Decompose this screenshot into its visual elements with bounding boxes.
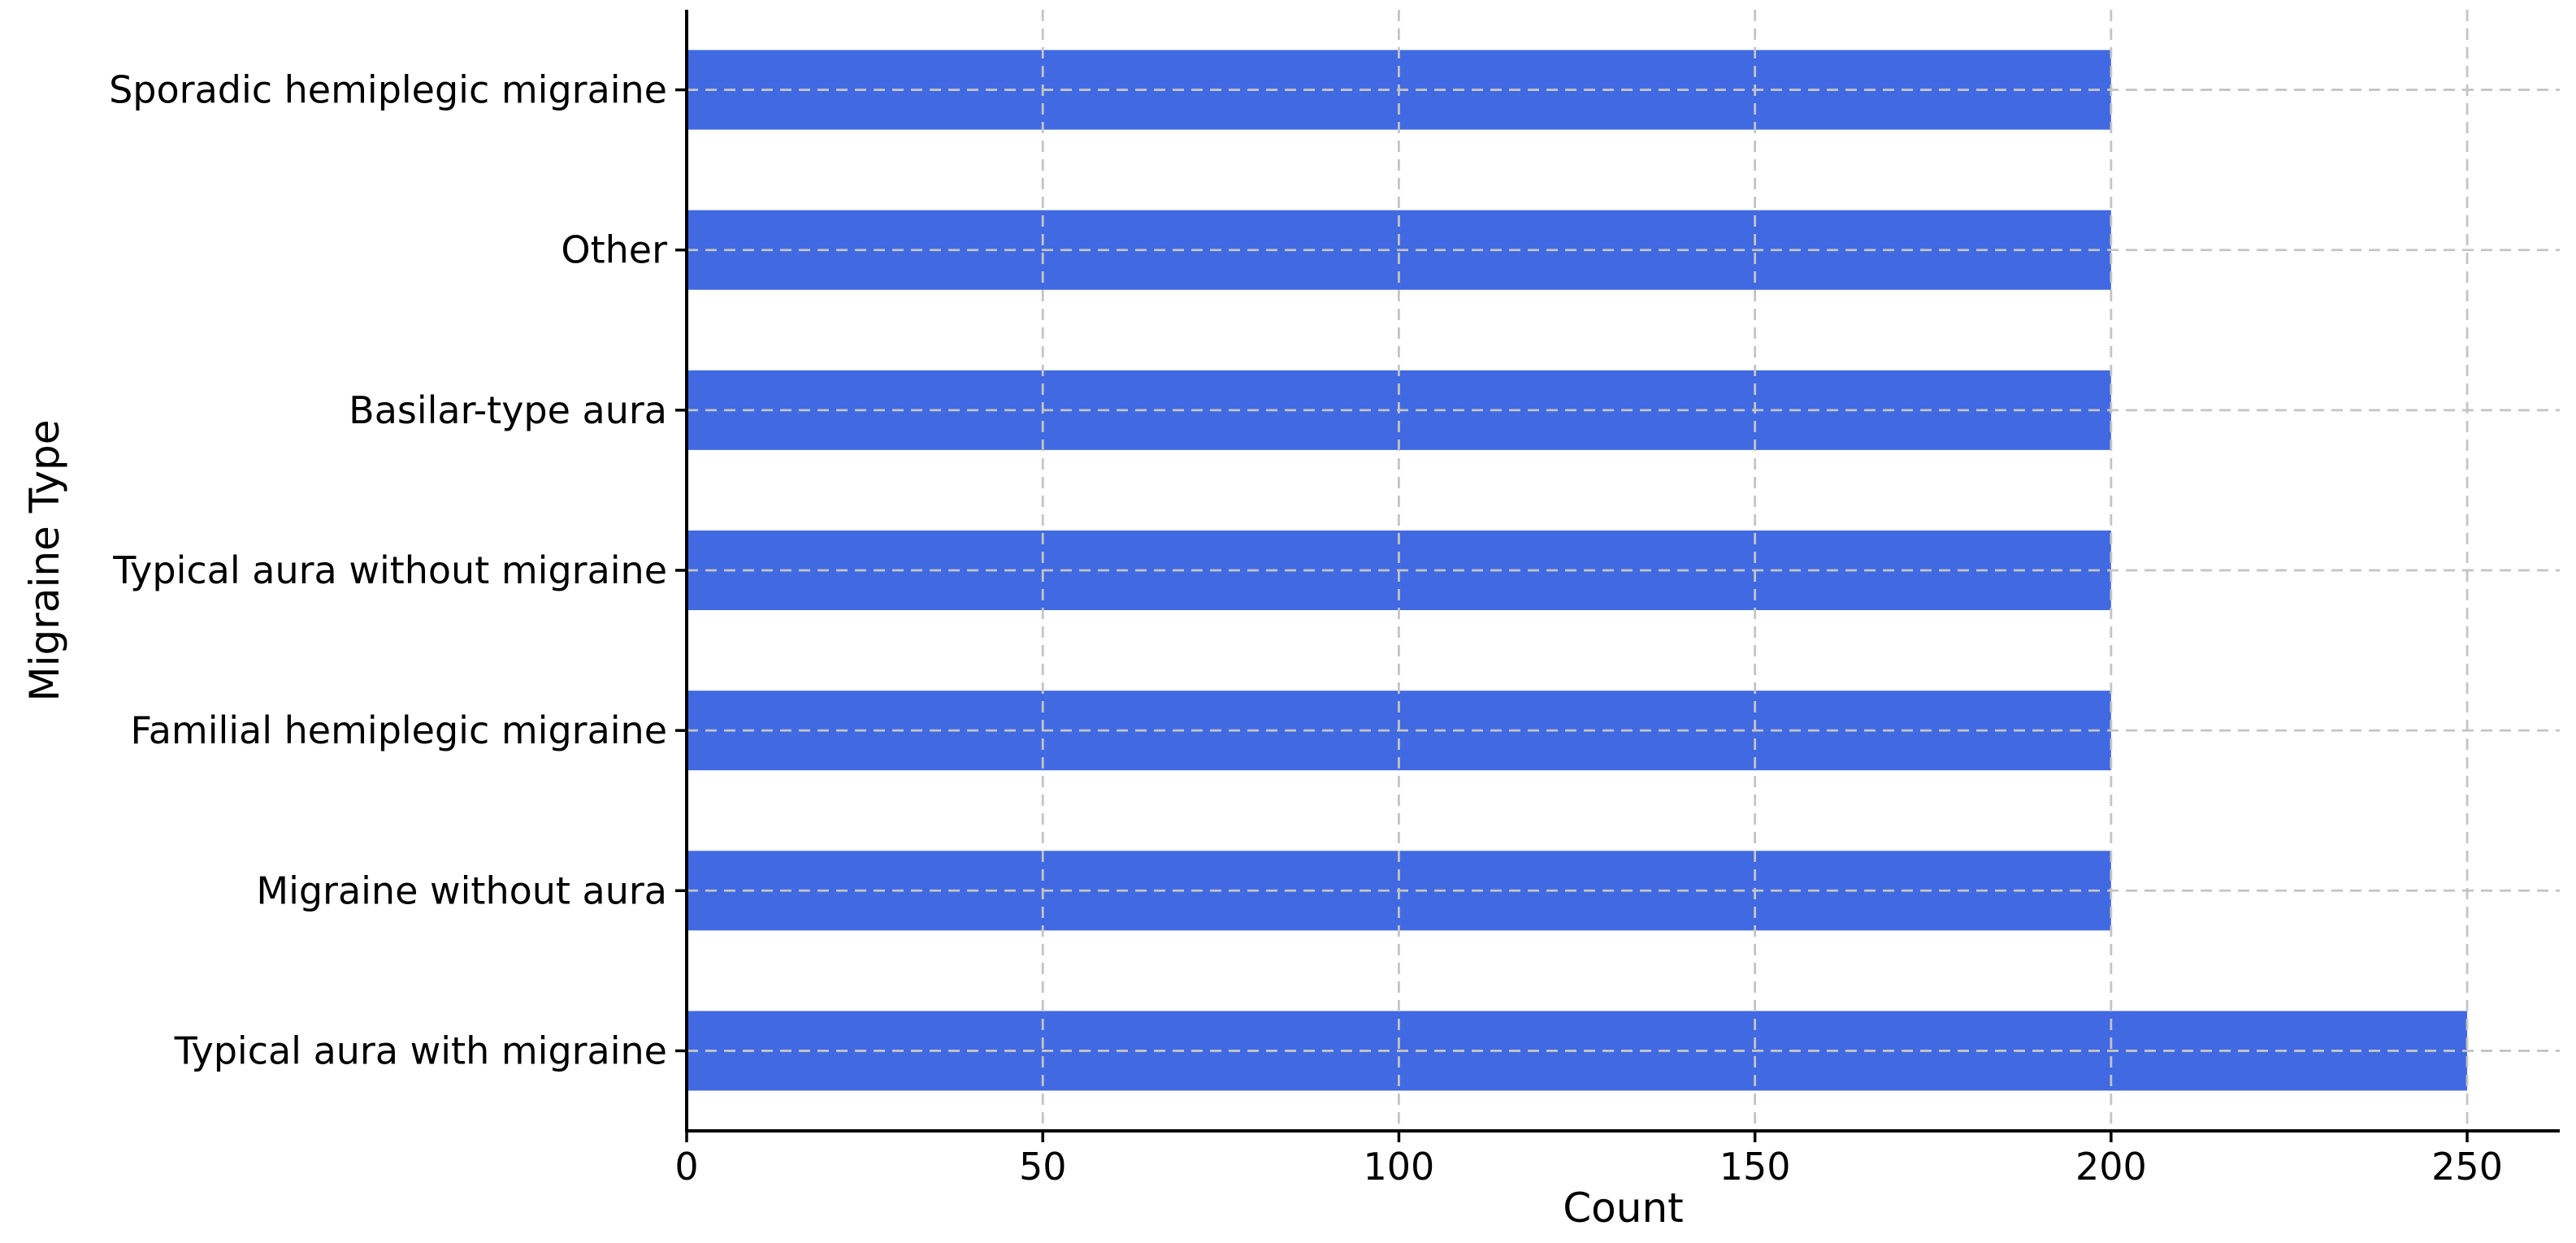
y-tick-label-1: Other xyxy=(561,228,667,272)
x-tick-label-250: 250 xyxy=(2431,1145,2503,1189)
x-axis-title: Count xyxy=(1563,1185,1684,1232)
y-tick-label-3: Typical aura without migraine xyxy=(112,548,667,592)
y-axis-title: Migraine Type xyxy=(21,419,68,702)
x-tick-label-150: 150 xyxy=(1720,1145,1791,1189)
y-tick-label-4: Familial hemiplegic migraine xyxy=(130,708,667,752)
x-tick-label-100: 100 xyxy=(1364,1145,1435,1189)
x-tick-label-0: 0 xyxy=(674,1145,698,1189)
y-tick-label-0: Sporadic hemiplegic migraine xyxy=(109,68,667,112)
y-tick-label-6: Typical aura with migraine xyxy=(174,1029,667,1072)
x-tick-label-200: 200 xyxy=(2075,1145,2147,1189)
x-tick-label-50: 50 xyxy=(1019,1145,1067,1189)
y-tick-label-2: Basilar-type aura xyxy=(349,388,667,432)
y-tick-label-5: Migraine without aura xyxy=(256,868,667,912)
